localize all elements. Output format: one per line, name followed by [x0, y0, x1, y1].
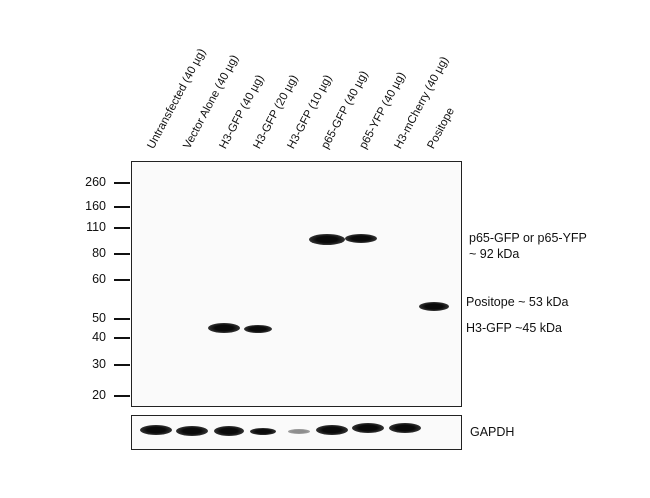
gapdh-band-4 — [250, 428, 276, 435]
gapdh-band-3 — [214, 426, 244, 436]
band-h3-gfp-20 — [244, 325, 272, 333]
mw-marker-80: 80 — [92, 246, 106, 260]
annotation-gapdh: GAPDH — [470, 425, 515, 439]
annotation-h3-gfp: H3-GFP ~45 kDa — [466, 321, 562, 335]
mw-marker-40: 40 — [92, 330, 106, 344]
gapdh-band-2 — [176, 426, 208, 436]
gapdh-band-7 — [352, 423, 384, 433]
mw-tick-80 — [114, 253, 130, 255]
mw-tick-20 — [114, 395, 130, 397]
annotation-p65-line2: ~ 92 kDa — [469, 247, 520, 261]
band-p65-gfp — [309, 234, 345, 245]
mw-marker-260: 260 — [85, 175, 106, 189]
mw-tick-40 — [114, 337, 130, 339]
annotation-p65-line1: p65-GFP or p65-YFP — [469, 231, 587, 245]
band-p65-yfp — [345, 234, 377, 243]
mw-tick-260 — [114, 182, 130, 184]
mw-tick-160 — [114, 206, 130, 208]
mw-marker-50: 50 — [92, 311, 106, 325]
mw-marker-110: 110 — [86, 220, 106, 234]
gapdh-band-8 — [389, 423, 421, 433]
lane-label-positope: Positope — [425, 105, 458, 151]
mw-tick-60 — [114, 279, 130, 281]
gapdh-band-1 — [140, 425, 172, 435]
mw-marker-30: 30 — [92, 357, 106, 371]
mw-marker-60: 60 — [92, 272, 106, 286]
mw-marker-20: 20 — [92, 388, 106, 402]
main-blot-panel — [131, 161, 462, 407]
mw-tick-110 — [114, 227, 130, 229]
gapdh-band-6 — [316, 425, 348, 435]
mw-tick-50 — [114, 318, 130, 320]
annotation-positope: Positope ~ 53 kDa — [466, 295, 569, 309]
band-h3-gfp-40 — [208, 323, 240, 333]
mw-tick-30 — [114, 364, 130, 366]
mw-marker-160: 160 — [85, 199, 106, 213]
band-positope — [419, 302, 449, 311]
gapdh-band-5 — [288, 429, 310, 434]
